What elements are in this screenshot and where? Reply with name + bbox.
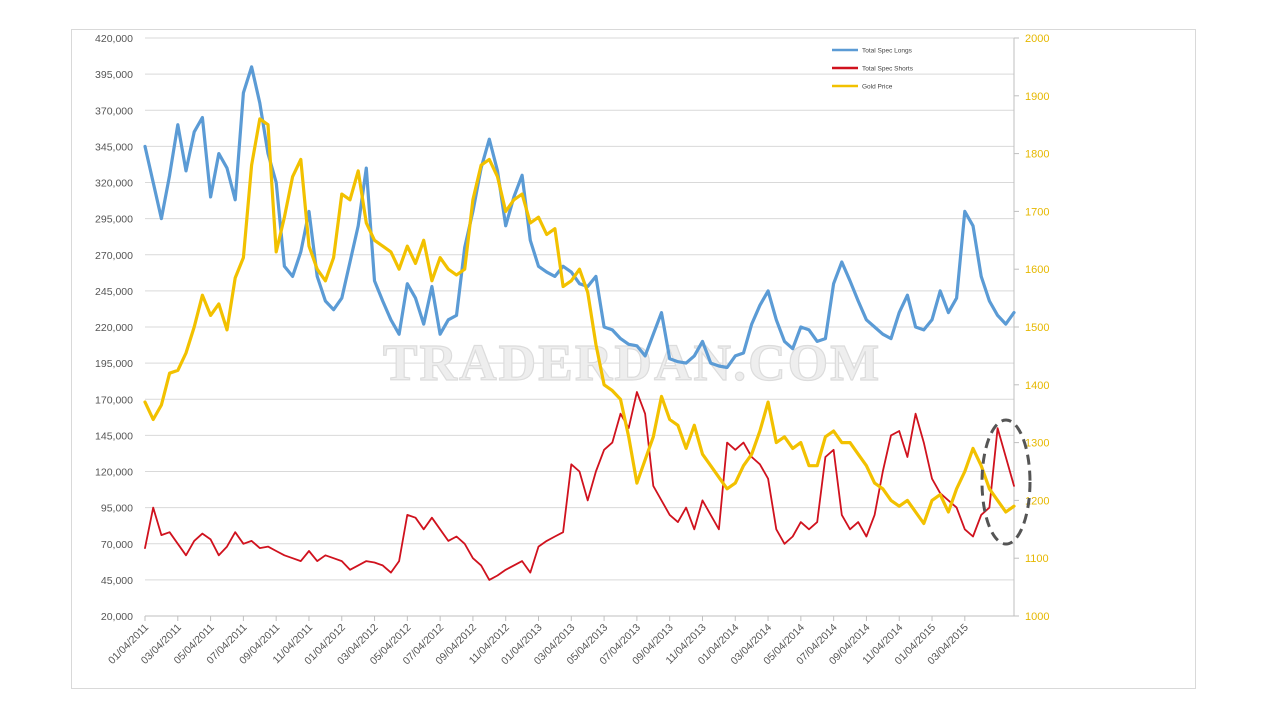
series-line-total-spec-longs: [143, 65, 1016, 370]
y-right-tick-label: 1000: [1025, 611, 1049, 623]
y-left-tick-label: 45,000: [101, 575, 133, 587]
y-right-tick-label: 1900: [1025, 91, 1049, 103]
y-right-tick-label: 1800: [1025, 149, 1049, 161]
legend-entry: Total Spec Longs: [862, 48, 913, 55]
y-right-tick-label: 1100: [1025, 553, 1049, 565]
y-left-tick-label: 295,000: [95, 214, 133, 226]
y-right-tick-label: 1200: [1025, 495, 1049, 507]
y-left-tick-label: 195,000: [95, 358, 133, 370]
series-line-gold-price: [143, 117, 1016, 526]
y-left-tick-label: 420,000: [95, 33, 133, 45]
right-axis-ticks: 2000 1900 1800 1700 1600 1500 1400 1300 1200 1100…: [1014, 33, 1049, 623]
y-left-tick-label: 220,000: [95, 322, 133, 334]
series-line-total-spec-shorts: [144, 391, 1015, 581]
y-right-tick-label: 1600: [1025, 264, 1049, 276]
chart-svg: TRADERDAN.COM 420,000395,000370,000345,0…: [95, 33, 1049, 667]
y-left-tick-label: 245,000: [95, 286, 133, 298]
y-left-tick-label: 270,000: [95, 250, 133, 262]
y-left-tick-label: 95,000: [101, 503, 133, 515]
y-right-tick-label: 1500: [1025, 322, 1049, 334]
y-left-tick-label: 345,000: [95, 141, 133, 153]
x-axis-ticks: 01/04/201103/04/201105/04/201107/04/2011…: [106, 616, 971, 667]
y-right-tick-label: 1700: [1025, 206, 1049, 218]
y-left-tick-label: 370,000: [95, 105, 133, 117]
y-left-tick-label: 70,000: [101, 539, 133, 551]
annotation-dashed-ellipse: [980, 418, 1032, 546]
y-left-tick-label: 20,000: [101, 611, 133, 623]
y-left-tick-label: 145,000: [95, 430, 133, 442]
legend: Total Spec Longs Total Spec Shorts Gold Pr…: [832, 48, 914, 91]
y-left-tick-label: 395,000: [95, 69, 133, 81]
left-axis-ticks: 420,000 395,000 370,000 345,000 320,000 295,0…: [95, 33, 133, 623]
chart-frame: TRADERDAN.COM 420,000 395,000 370,000 345,0…: [71, 29, 1196, 689]
y-left-tick-label: 120,000: [95, 467, 133, 479]
legend-entry: Gold Price: [862, 84, 893, 91]
legend-entry: Total Spec Shorts: [862, 66, 914, 73]
gridlines: [145, 37, 1014, 617]
y-right-tick-label: 1400: [1025, 380, 1049, 392]
series-layer: [143, 65, 1016, 581]
y-right-tick-label: 2000: [1025, 33, 1049, 45]
y-right-tick-label: 1300: [1025, 438, 1049, 450]
y-left-tick-label: 170,000: [95, 394, 133, 406]
y-left-tick-label: 320,000: [95, 178, 133, 190]
